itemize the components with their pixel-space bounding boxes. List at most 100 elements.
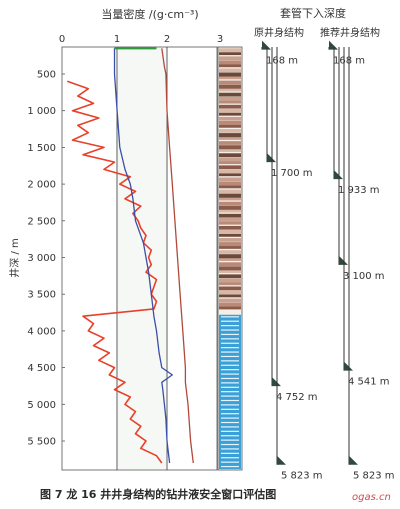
lithology-stripe	[221, 347, 239, 349]
lithology-stripe	[221, 457, 239, 459]
lithology-band	[219, 157, 241, 163]
lithology-band	[219, 104, 241, 109]
casing-depth-label: 1 700 m	[271, 168, 313, 179]
lithology-stripe	[221, 377, 239, 380]
y-tick-label: 2 000	[27, 180, 56, 191]
plot-frame	[61, 46, 218, 471]
y-tick-label: 500	[37, 70, 56, 81]
casing-original-label: 原井身结构	[254, 26, 304, 39]
casing-shoe	[329, 40, 338, 50]
lithology-band	[219, 76, 241, 80]
lithology-band	[219, 254, 241, 259]
lithology-band	[219, 112, 241, 116]
lithology-band	[219, 221, 241, 225]
lithology-band	[219, 225, 241, 230]
lithology-band	[219, 96, 241, 102]
y-tick-label: 4 000	[27, 326, 56, 337]
lithology-band	[219, 278, 241, 284]
lithology-stripe	[221, 342, 239, 344]
lithology-band	[219, 133, 241, 138]
lithology-stripe	[221, 386, 239, 388]
y-tick-label: 3 500	[27, 290, 56, 301]
lithology-band	[219, 201, 241, 206]
lithology-band	[219, 48, 241, 54]
lithology-band	[219, 193, 241, 199]
lithology-band	[219, 258, 241, 261]
casing-recommended-label: 推荐井身结构	[320, 26, 380, 39]
casing-shoe	[349, 455, 358, 465]
lithology-stripe	[221, 404, 239, 406]
lithology-band	[219, 165, 241, 170]
lithology-band	[219, 169, 241, 175]
lithology-band	[219, 153, 241, 157]
lithology-band	[219, 181, 241, 187]
series-line-0	[67, 80, 163, 464]
safe-window-fill	[118, 48, 166, 469]
lithology-stripe	[221, 355, 239, 358]
lithology-stripe	[221, 373, 239, 375]
x-tick-label: 2	[164, 34, 170, 45]
casing-shoe	[262, 40, 271, 50]
lithology-band	[219, 64, 241, 68]
y-tick-label: 1 000	[27, 106, 56, 117]
lithology-column	[217, 46, 243, 471]
lithology-stripe	[221, 413, 239, 415]
series-group	[67, 47, 194, 464]
lithology-band	[219, 270, 241, 274]
lithology-stripe	[221, 329, 239, 331]
lithology-band	[219, 217, 241, 223]
lithology-band	[219, 145, 241, 150]
series-line-2	[161, 48, 194, 464]
y-tick-label: 2 500	[27, 216, 56, 227]
lithology-band	[219, 238, 241, 242]
lithology-band	[219, 274, 241, 279]
y-tick-label: 3 000	[27, 253, 56, 264]
lithology-band	[219, 60, 241, 66]
lithology-band	[219, 125, 241, 128]
lithology-band	[219, 137, 241, 140]
lithology-band	[219, 72, 241, 78]
lithology-stripe	[221, 452, 239, 454]
lithology-stripe	[221, 395, 239, 397]
y-tick-label: 4 500	[27, 363, 56, 374]
lithology-stripe	[221, 369, 239, 371]
x-tick-label: 1	[114, 34, 120, 45]
lithology-band	[219, 68, 241, 73]
lithology-stripe	[221, 325, 239, 327]
casing-depth-label: 5 823 m	[353, 471, 395, 482]
x-axis-title: 当量密度 /(g·cm⁻³)	[101, 7, 198, 21]
y-axis-title: 井深 / m	[8, 238, 21, 277]
lithology-band	[219, 84, 241, 90]
lithology-stripe	[221, 426, 239, 428]
lithology-band	[219, 177, 241, 182]
lithology-band	[219, 209, 241, 213]
lithology-stripe	[221, 421, 239, 424]
lithology-stripe	[221, 316, 239, 318]
lithology-stripe	[221, 351, 239, 353]
lithology-stripe	[221, 417, 239, 419]
lithology-band	[219, 290, 241, 296]
lithology-stripe	[221, 461, 239, 463]
lithology-stripe	[221, 364, 239, 366]
lithology-band	[219, 242, 241, 247]
lithology-stripe	[221, 399, 239, 402]
casing-original-diagram: 168 m 1 700 m 4 752 m 5 823 m	[261, 40, 323, 482]
lithology-band	[219, 56, 241, 61]
reference-lines	[116, 47, 168, 470]
lithology-band	[219, 100, 241, 104]
x-tick-label: 0	[59, 34, 65, 45]
lithology-band	[219, 80, 241, 85]
lithology-stripe	[221, 391, 239, 393]
lithology-stripe	[221, 430, 239, 432]
lithology-stripe	[221, 465, 239, 468]
casing-depth-label: 168 m	[266, 56, 298, 67]
lithology-band	[219, 286, 241, 291]
casing-depth-label: 1 933 m	[338, 185, 380, 196]
lithology-band	[219, 262, 241, 266]
lithology-band	[219, 229, 241, 235]
lithology-band	[219, 108, 241, 114]
lithology-band	[219, 120, 241, 126]
x-ticks: 0 1 2 3	[59, 34, 223, 45]
y-tick-label: 1 500	[27, 143, 56, 154]
